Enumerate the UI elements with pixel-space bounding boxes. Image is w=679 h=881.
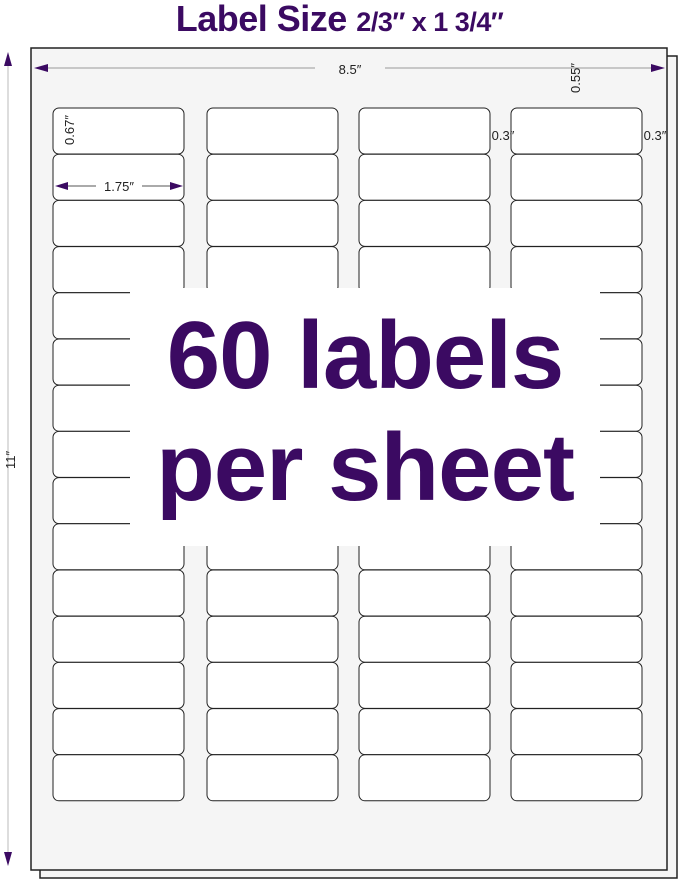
label-cell xyxy=(358,661,491,709)
title-size: 2/3″ x 1 3/4″ xyxy=(356,7,504,37)
label-width-label: 1.75″ xyxy=(104,179,134,194)
label-cell xyxy=(52,615,185,663)
label-cell xyxy=(206,661,339,709)
label-cell xyxy=(510,153,643,201)
label-cell xyxy=(206,708,339,756)
label-cell xyxy=(206,615,339,663)
label-cell xyxy=(358,153,491,201)
label-cell xyxy=(206,754,339,802)
label-cell xyxy=(358,615,491,663)
title: Label Size 2/3″ x 1 3/4″ xyxy=(0,0,679,40)
label-cell xyxy=(52,199,185,247)
label-cell xyxy=(358,569,491,617)
label-cell xyxy=(52,569,185,617)
title-main: Label Size xyxy=(175,0,348,39)
label-cell xyxy=(206,246,339,294)
arrow-right-icon xyxy=(651,64,665,72)
sheet-width-label: 8.5″ xyxy=(339,62,362,77)
label-cell xyxy=(206,199,339,247)
label-cell xyxy=(206,107,339,155)
label-cell xyxy=(358,199,491,247)
headline: 60 labels per sheet xyxy=(130,288,600,546)
label-cell xyxy=(510,246,643,294)
label-cell xyxy=(52,708,185,756)
arrow-down-icon xyxy=(4,852,12,866)
sheet-height-label: 11″ xyxy=(3,451,18,469)
column-gap-label: 0.3″ xyxy=(492,128,515,143)
label-cell xyxy=(510,107,643,155)
arrow-right-icon xyxy=(170,182,183,190)
label-cell xyxy=(52,754,185,802)
side-margin-label: 0.3″ xyxy=(644,128,667,143)
arrow-left-icon xyxy=(55,182,68,190)
label-cell xyxy=(510,569,643,617)
label-cell xyxy=(52,661,185,709)
headline-line2: per sheet xyxy=(156,414,575,521)
arrow-up-icon xyxy=(4,52,12,66)
label-height-label: 0.67″ xyxy=(62,115,77,145)
label-cell xyxy=(510,615,643,663)
label-cell xyxy=(358,708,491,756)
label-cell xyxy=(358,107,491,155)
top-margin-label: 0.55″ xyxy=(568,63,583,93)
label-cell xyxy=(206,569,339,617)
label-cell xyxy=(510,754,643,802)
label-cell xyxy=(206,153,339,201)
label-cell xyxy=(510,661,643,709)
label-cell xyxy=(358,754,491,802)
headline-line1: 60 labels xyxy=(166,302,565,409)
label-cell xyxy=(358,246,491,294)
label-cell xyxy=(52,246,185,294)
label-cell xyxy=(510,199,643,247)
label-cell xyxy=(510,708,643,756)
arrow-left-icon xyxy=(34,64,48,72)
